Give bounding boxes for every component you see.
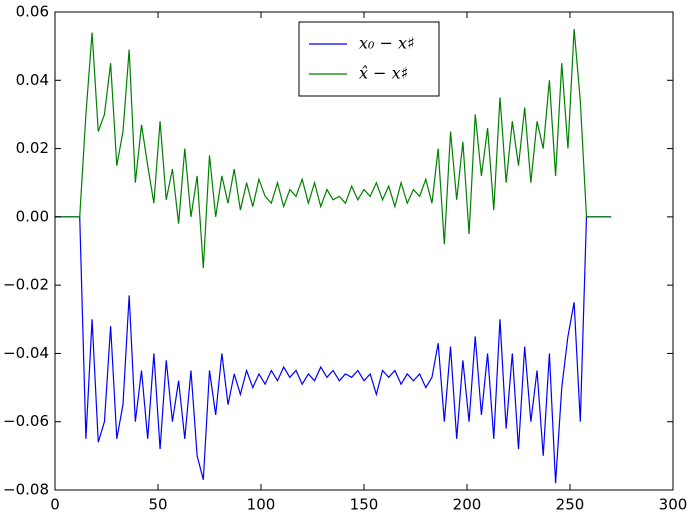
- x-tick-label: 150: [350, 496, 379, 514]
- y-tick-label: −0.06: [3, 412, 49, 430]
- legend-box: [298, 21, 440, 97]
- data-line: [55, 216, 612, 484]
- x-tick-label: 200: [453, 496, 482, 514]
- legend-label: x̂ − x♯: [359, 64, 408, 83]
- y-tick-label: −0.04: [3, 344, 49, 362]
- legend-label: x₀ − x♯: [359, 34, 415, 53]
- y-tick-label: 0.02: [16, 139, 49, 157]
- y-tick-label: −0.08: [3, 481, 49, 499]
- data-line: [55, 29, 612, 269]
- x-tick-label: 50: [148, 496, 167, 514]
- y-tick-label: −0.02: [3, 276, 49, 294]
- x-tick-label: 100: [247, 496, 276, 514]
- x-tick-label: 0: [50, 496, 60, 514]
- y-tick-label: 0.00: [16, 207, 49, 225]
- x-tick-label: 250: [556, 496, 585, 514]
- x-tick-label: 300: [659, 496, 688, 514]
- y-tick-label: 0.06: [16, 3, 49, 21]
- y-tick-label: 0.04: [16, 71, 49, 89]
- legend: x₀ − x♯ x̂ − x♯: [298, 21, 440, 97]
